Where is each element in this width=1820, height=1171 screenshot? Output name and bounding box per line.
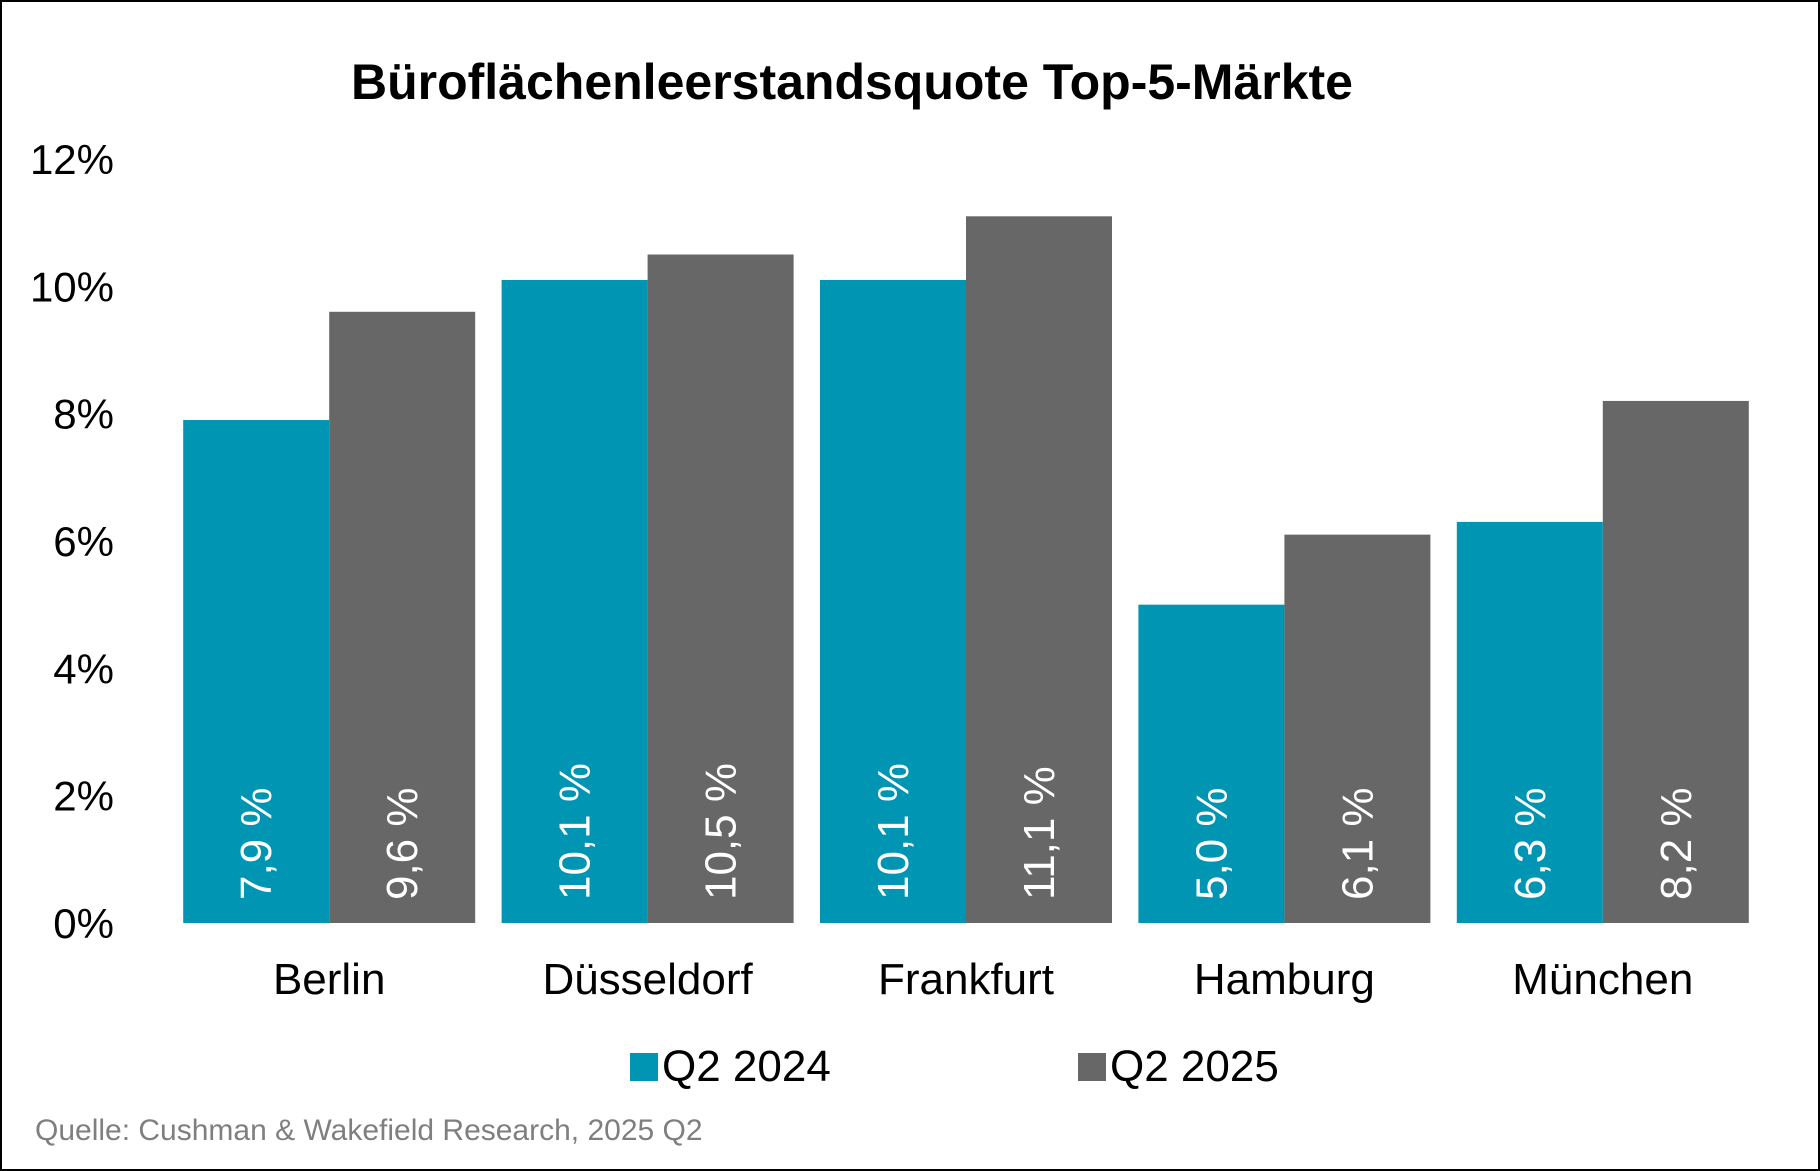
bar-q2-2025 xyxy=(647,254,794,923)
data-label: 10,1 % xyxy=(551,763,600,900)
bar-q2-2025 xyxy=(966,216,1112,924)
x-tick-label: Berlin xyxy=(273,955,386,1004)
bar-q2-2024 xyxy=(820,279,966,923)
legend-swatch xyxy=(630,1053,658,1081)
x-tick-label: Frankfurt xyxy=(878,955,1054,1004)
data-label: 7,9 % xyxy=(232,787,281,900)
legend: Q2 2024 Q2 2025 xyxy=(630,1042,1279,1091)
legend-label: Q2 2024 xyxy=(662,1042,831,1091)
data-label: 5,0 % xyxy=(1187,787,1236,900)
bar-q2-2024 xyxy=(501,279,648,923)
bars-group: 7,9 % 9,6 % 10,1 % 10,5 % 10,1 % 11,1 % 5,0 % 6… xyxy=(183,216,1749,924)
y-tick-label: 10% xyxy=(30,263,114,310)
bar-q2-2025 xyxy=(1284,534,1431,923)
data-label: 6,1 % xyxy=(1333,787,1382,900)
bar-q2-2024 xyxy=(1456,521,1603,923)
y-tick-label: 8% xyxy=(53,391,114,438)
y-axis: 0% 2% 4% 6% 8% 10% 12% xyxy=(30,136,114,947)
y-tick-label: 12% xyxy=(30,136,114,183)
data-label: 10,1 % xyxy=(869,763,918,900)
data-label: 9,6 % xyxy=(378,787,427,900)
source-note: Quelle: Cushman & Wakefield Research, 20… xyxy=(35,1114,703,1147)
x-axis: Berlin Düsseldorf Frankfurt Hamburg München xyxy=(273,955,1693,1004)
x-tick-label: München xyxy=(1512,955,1693,1004)
y-tick-label: 4% xyxy=(53,645,114,692)
data-label: 6,3 % xyxy=(1506,787,1555,900)
legend-swatch xyxy=(1078,1053,1106,1081)
legend-label: Q2 2025 xyxy=(1110,1042,1279,1091)
data-label: 11,1 % xyxy=(1015,766,1064,900)
data-label: 8,2 % xyxy=(1652,787,1701,900)
y-tick-label: 0% xyxy=(53,900,114,947)
y-tick-label: 6% xyxy=(53,518,114,565)
bar-q2-2024 xyxy=(1138,604,1285,923)
bar-q2-2025 xyxy=(329,311,476,923)
data-label: 10,5 % xyxy=(697,763,746,900)
x-tick-label: Hamburg xyxy=(1194,955,1375,1004)
bar-q2-2025 xyxy=(1602,400,1749,923)
chart-title: Büroflächenleerstandsquote Top-5-Märkte xyxy=(351,54,1353,110)
bar-q2-2024 xyxy=(183,420,330,923)
y-tick-label: 2% xyxy=(53,773,114,820)
x-tick-label: Düsseldorf xyxy=(542,955,753,1004)
